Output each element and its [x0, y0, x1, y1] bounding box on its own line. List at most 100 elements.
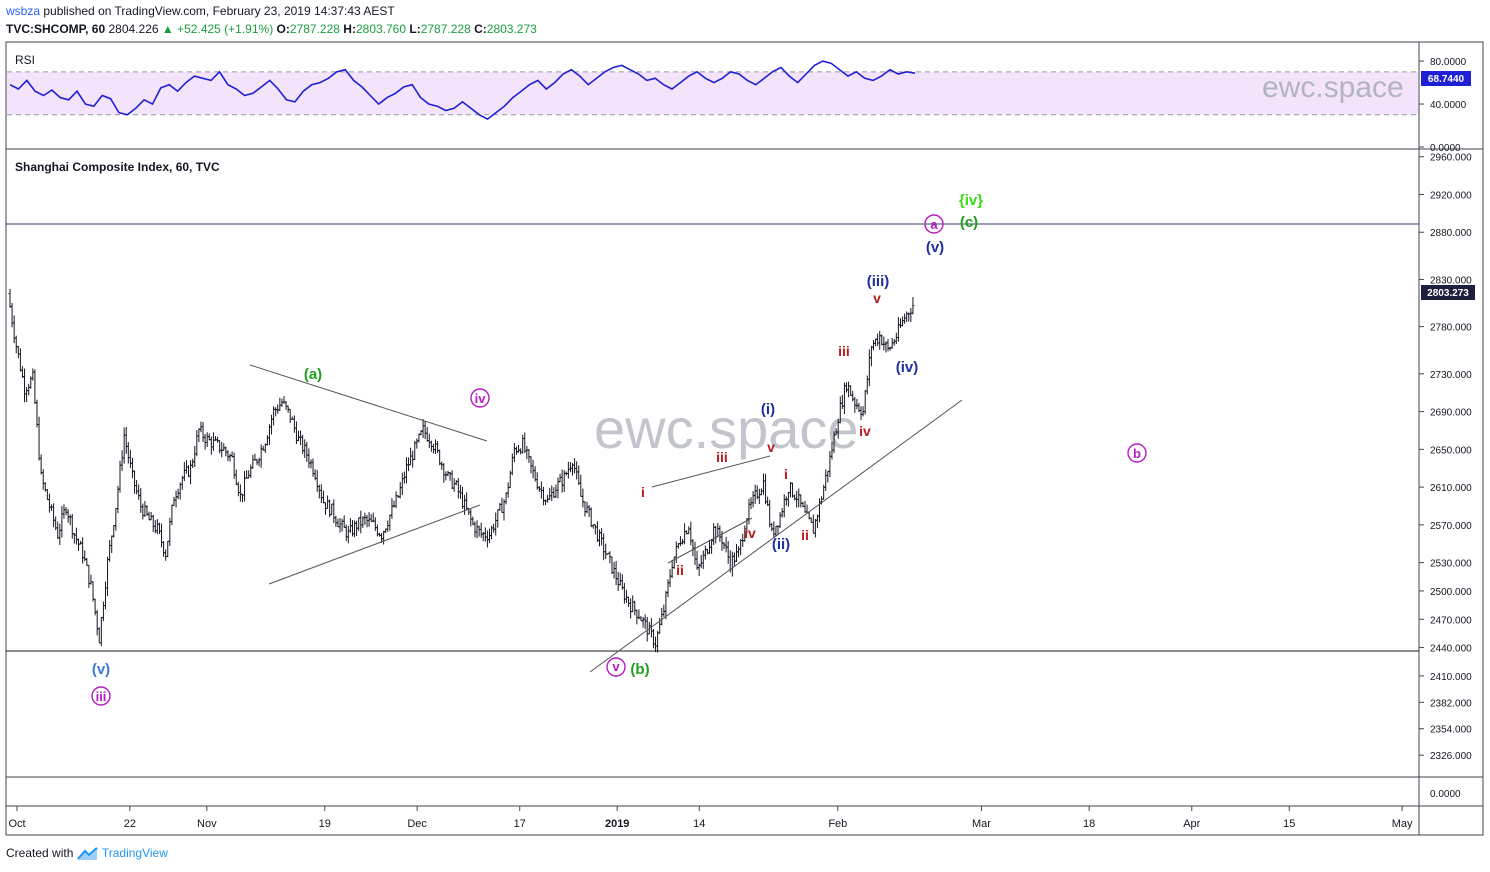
candle-341: [716, 522, 720, 538]
candle-18: [45, 489, 49, 501]
candle-372: [780, 508, 784, 518]
candle-435: [911, 297, 915, 315]
candle-380: [797, 488, 801, 508]
candle-150: [319, 484, 323, 503]
candle-210: [444, 471, 448, 481]
candle-312: [656, 630, 660, 653]
candle-15: [39, 454, 43, 475]
candle-131: [280, 398, 284, 407]
candle-266: [560, 469, 564, 493]
wave-label-bright-green-iv: {iv}: [959, 192, 983, 209]
candle-151: [321, 490, 325, 504]
candle-95: [205, 432, 209, 447]
candle-60: [133, 470, 137, 494]
candle-93: [201, 421, 205, 443]
candle-45: [101, 601, 105, 622]
candle-240: [506, 482, 510, 498]
candle-26: [62, 504, 66, 519]
publisher-link[interactable]: wsbza: [6, 4, 41, 18]
candle-420: [880, 334, 884, 346]
candle-358: [751, 491, 755, 508]
rsi-axis-label-1: 40.0000: [1430, 100, 1467, 111]
candle-104: [224, 446, 228, 457]
candle-363: [761, 473, 765, 495]
candle-209: [442, 462, 446, 483]
close-label: C:: [474, 22, 487, 36]
wave-label-blue-iii: (iii): [867, 273, 890, 290]
candle-155: [330, 503, 334, 516]
candle-364: [764, 473, 768, 505]
candle-86: [187, 465, 191, 478]
candle-292: [614, 561, 618, 586]
candle-273: [575, 461, 579, 480]
candle-257: [541, 486, 545, 506]
price-axis-label-7: 2650.000: [1430, 445, 1472, 456]
candle-33: [76, 538, 80, 551]
candle-35: [81, 537, 85, 564]
price-axis-label-14: 2410.000: [1430, 672, 1472, 683]
price-axis-label-11: 2500.000: [1430, 587, 1472, 598]
candle-323: [678, 536, 682, 547]
candle-244: [514, 446, 518, 455]
candle-19: [47, 493, 51, 513]
candle-331: [695, 550, 699, 570]
candle-62: [137, 484, 141, 500]
wave-label-red-v-2: v: [873, 290, 881, 306]
symbol-name[interactable]: TVC:SHCOMP, 60: [6, 22, 106, 36]
tradingview-link[interactable]: TradingView: [101, 846, 168, 860]
candle-75: [164, 549, 168, 561]
candle-425: [890, 337, 894, 349]
time-axis-label-4: Dec: [407, 818, 427, 830]
chart-frame: [5, 41, 1484, 836]
candle-37: [85, 557, 89, 566]
candle-102: [220, 441, 224, 458]
wave-circle-purple-a: [924, 214, 944, 234]
rsi-axis-label-0: 80.0000: [1430, 57, 1467, 68]
candle-197: [417, 433, 421, 443]
wave-label-green-a: (a): [304, 366, 322, 383]
rsi-price-axis: 80.0000 40.0000 0.0000: [1419, 57, 1467, 154]
candle-200: [423, 421, 427, 439]
candle-345: [724, 536, 728, 553]
candle-413: [865, 375, 869, 395]
candle-249: [525, 445, 529, 460]
candle-296: [622, 582, 626, 604]
candle-384: [805, 504, 809, 514]
candle-63: [139, 488, 143, 513]
candle-361: [757, 488, 761, 505]
price-axis-label-3: 2830.000: [1430, 275, 1472, 286]
candle-59: [130, 457, 134, 479]
candle-325: [683, 523, 687, 545]
candle-246: [519, 448, 523, 455]
candle-58: [128, 449, 132, 468]
time-axis-label-12: 15: [1283, 818, 1295, 830]
candle-34: [79, 540, 83, 545]
candle-46: [103, 581, 107, 610]
candle-416: [871, 339, 875, 351]
wave-label-purple-iii: iii: [96, 689, 107, 704]
candle-114: [245, 470, 249, 479]
candle-269: [566, 461, 570, 479]
rsi-band: [7, 71, 1418, 115]
candle-314: [660, 607, 664, 626]
wave-label-green-b: (b): [630, 661, 649, 678]
candle-280: [589, 507, 593, 528]
wave-label-red-i-2: i: [784, 466, 788, 482]
candle-31: [72, 532, 76, 544]
time-axis-label-1: 22: [124, 818, 136, 830]
price-tag-text: 2803.273: [1427, 288, 1469, 299]
candle-100: [216, 436, 220, 443]
candle-327: [687, 526, 691, 535]
candle-159: [338, 518, 342, 533]
candle-235: [496, 509, 500, 528]
candle-305: [641, 616, 645, 628]
candle-121: [259, 444, 263, 468]
candle-377: [791, 482, 795, 498]
candle-383: [803, 500, 807, 513]
time-axis-label-2: Nov: [197, 818, 217, 830]
candle-426: [892, 339, 896, 346]
candle-97: [209, 436, 213, 455]
candle-32: [74, 527, 78, 545]
time-axis-label-5: 17: [514, 818, 526, 830]
